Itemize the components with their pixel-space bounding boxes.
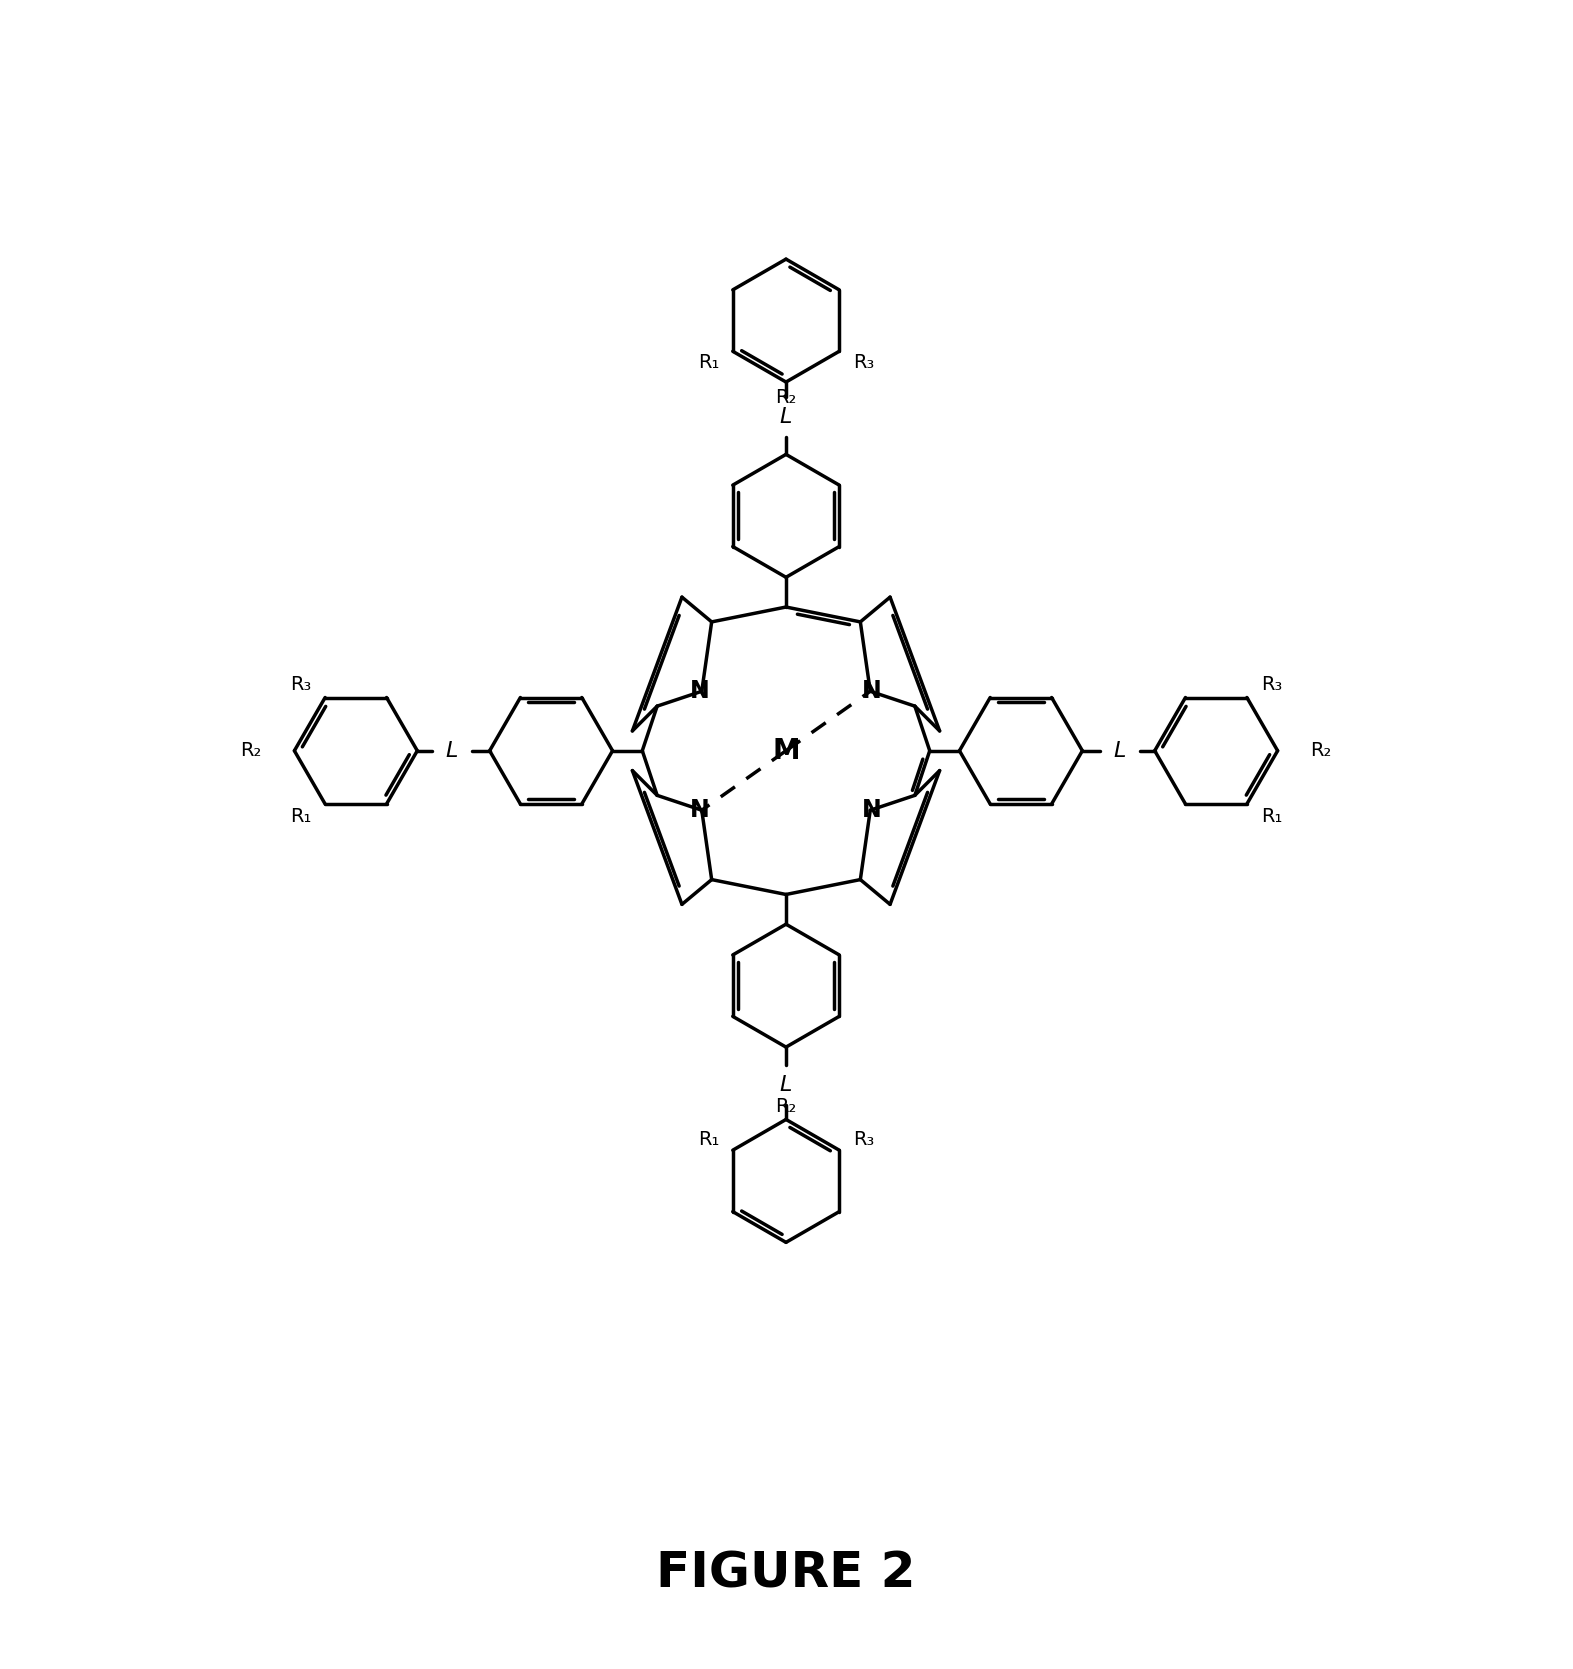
Text: R₁: R₁ <box>698 352 719 372</box>
Text: L: L <box>1114 741 1126 761</box>
Text: N: N <box>691 798 709 823</box>
Text: R₂: R₂ <box>1310 741 1332 761</box>
Text: R₁: R₁ <box>289 808 311 826</box>
Text: R₃: R₃ <box>289 676 311 694</box>
Text: N: N <box>691 679 709 703</box>
Text: L: L <box>780 1075 793 1095</box>
Text: FIGURE 2: FIGURE 2 <box>656 1549 915 1597</box>
Text: R₁: R₁ <box>1262 808 1282 826</box>
Text: R₃: R₃ <box>853 352 875 372</box>
Text: N: N <box>862 679 882 703</box>
Text: R₁: R₁ <box>698 1130 719 1148</box>
Text: R₂: R₂ <box>775 1097 796 1115</box>
Text: R₃: R₃ <box>1262 676 1282 694</box>
Text: L: L <box>780 407 793 427</box>
Text: M: M <box>772 736 799 764</box>
Text: R₃: R₃ <box>853 1130 875 1148</box>
Text: R₂: R₂ <box>241 741 261 761</box>
Text: L: L <box>445 741 458 761</box>
Text: R₂: R₂ <box>775 387 796 407</box>
Text: N: N <box>862 798 882 823</box>
